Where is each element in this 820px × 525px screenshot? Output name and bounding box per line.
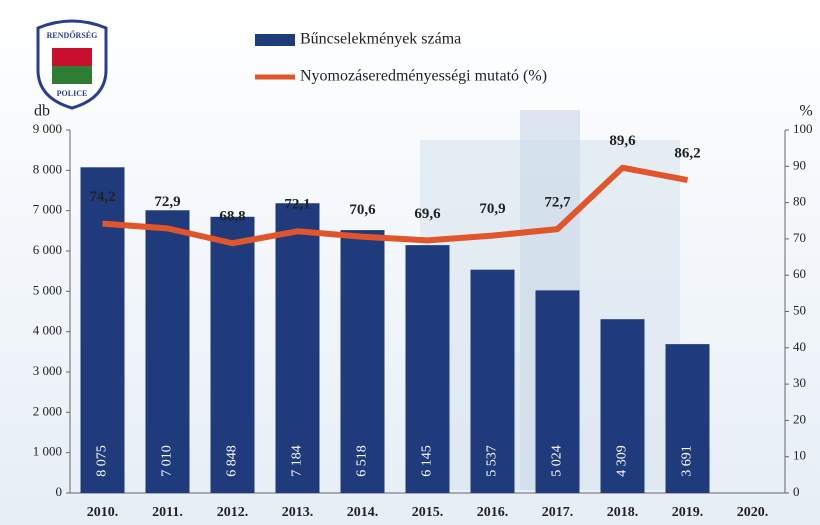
bar [600, 319, 645, 493]
x-tick-label: 2016. [477, 505, 509, 520]
y2-tick-label: 80 [793, 194, 806, 209]
line [102, 164, 689, 247]
line-value-label: 68,8 [219, 209, 245, 225]
line-value-label: 72,9 [154, 194, 180, 210]
y-axis-label: db [34, 103, 50, 120]
x-tick-label: 2014. [347, 505, 379, 520]
y-tick-label: 9 000 [33, 121, 62, 136]
y-tick-label: 2 000 [33, 403, 62, 418]
bar-value-label: 5 537 [485, 445, 500, 477]
legend-label: Bűncselekmények száma [300, 31, 461, 48]
bar-value-label: 6 518 [355, 445, 370, 477]
logo-top: RENDŐRSÉG [47, 30, 98, 40]
y-tick-label: 7 000 [33, 202, 62, 217]
y-tick-label: 6 000 [33, 242, 62, 257]
x-tick-label: 2010. [87, 505, 119, 520]
y2-tick-label: 30 [793, 375, 806, 390]
bar [275, 203, 320, 493]
bar-value-label: 4 309 [615, 445, 630, 477]
y2-tick-label: 70 [793, 230, 806, 245]
y2-tick-label: 40 [793, 339, 806, 354]
bar-value-label: 5 024 [550, 445, 565, 477]
line-value-label: 69,6 [414, 206, 441, 222]
line-value-label: 70,6 [349, 202, 376, 218]
bar-value-label: 6 145 [420, 445, 435, 477]
line-value-label: 72,7 [544, 195, 571, 211]
bar [405, 245, 450, 493]
x-tick-label: 2019. [672, 505, 704, 520]
logo: RENDŐRSÉG POLICE [36, 19, 108, 110]
line-value-label: 86,2 [674, 146, 700, 162]
y2-tick-label: 0 [793, 484, 800, 499]
bar [340, 230, 385, 493]
bar [470, 269, 515, 493]
line-value-label: 72,1 [284, 197, 310, 213]
y-tick-label: 5 000 [33, 282, 62, 297]
line-value-label: 89,6 [609, 133, 636, 149]
y2-tick-label: 50 [793, 302, 806, 317]
y2-tick-label: 100 [793, 121, 813, 136]
x-tick-label: 2015. [412, 505, 444, 520]
bar-value-label: 8 075 [95, 445, 110, 477]
bar-value-label: 7 010 [160, 445, 175, 477]
y2-tick-label: 60 [793, 266, 806, 281]
y-tick-label: 8 000 [33, 161, 62, 176]
y-tick-label: 1 000 [33, 444, 62, 459]
line-value-label: 70,9 [479, 201, 505, 217]
bar-value-label: 7 184 [290, 445, 305, 477]
x-tick-label: 2018. [607, 505, 639, 520]
bar-value-label: 6 848 [225, 445, 240, 477]
y-tick-label: 4 000 [33, 323, 62, 338]
x-tick-label: 2012. [217, 505, 249, 520]
bar [535, 290, 580, 493]
x-tick-label: 2020. [737, 505, 769, 520]
bar [210, 216, 255, 493]
x-tick-label: 2017. [542, 505, 574, 520]
line-value-label: 74,2 [89, 189, 115, 205]
bar-value-label: 3 691 [680, 445, 695, 477]
bar [665, 344, 710, 493]
y2-tick-label: 10 [793, 448, 806, 463]
legend-swatch [255, 34, 295, 46]
x-tick-label: 2013. [282, 505, 314, 520]
y-tick-label: 3 000 [33, 363, 62, 378]
logo-bottom: POLICE [57, 89, 88, 98]
y2-tick-label: 90 [793, 157, 806, 172]
logo-stripe [52, 66, 92, 84]
bar [145, 210, 190, 493]
legend-label: Nyomozáseredményességi mutató (%) [300, 68, 547, 85]
y-tick-label: 0 [56, 484, 63, 499]
y2-tick-label: 20 [793, 411, 806, 426]
bar [80, 167, 125, 493]
x-tick-label: 2011. [152, 505, 183, 520]
y2-axis-label: % [799, 103, 812, 120]
